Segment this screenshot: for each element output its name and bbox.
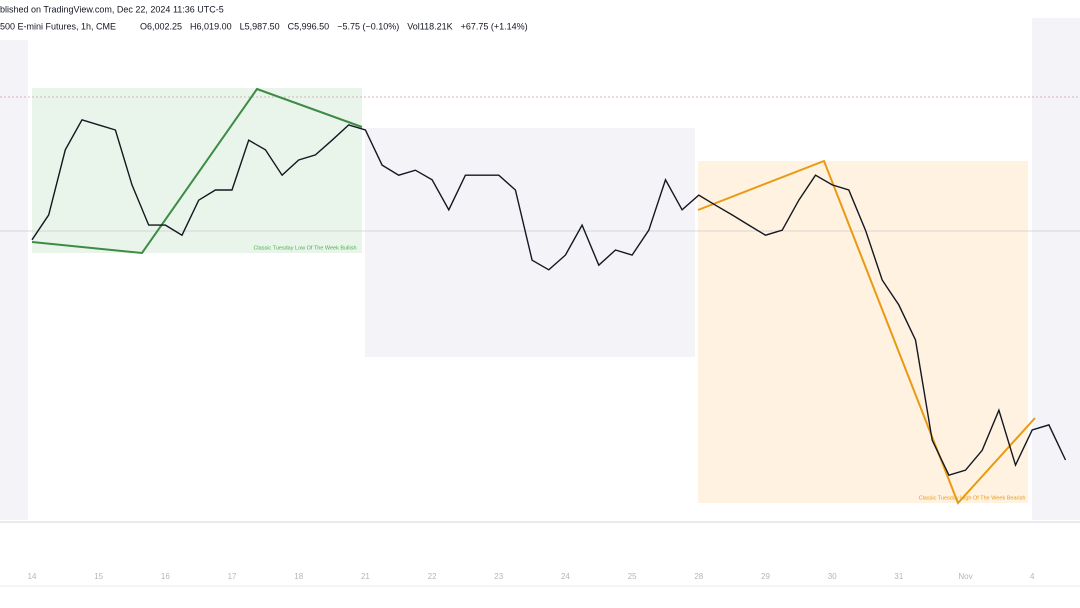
x-tick-label: 25 [628,572,637,581]
x-tick-label: Nov [958,572,972,581]
neutral-zone [365,128,695,357]
x-tick-label: 31 [894,572,903,581]
x-tick-label: 16 [161,572,170,581]
x-tick-label: 23 [494,572,503,581]
session-shade [1032,18,1080,520]
x-tick-label: 24 [561,572,570,581]
x-tick-label: 30 [828,572,837,581]
ohlc-item: Vol118.21K [407,21,452,31]
session-shade [0,40,28,520]
x-tick-label: 17 [228,572,237,581]
annotation: Classic Tuesday Low Of The Week Bullish [253,245,356,251]
symbol-text: 500 E-mini Futures, 1h, CME [0,21,116,31]
x-tick-label: 18 [294,572,303,581]
x-tick-label: 15 [94,572,103,581]
x-tick-label: 4 [1030,572,1035,581]
ohlc-item: H6,019.00 [190,21,232,31]
ohlc-item: +67.75 (+1.14%) [461,21,528,31]
bullish-pattern [31,87,363,255]
x-tick-label: 28 [694,572,703,581]
ohlc-item: O6,002.25 [140,21,182,31]
annotation: Classic Tuesday High Of The Week Bearish [919,495,1026,501]
x-tick-label: 22 [428,572,437,581]
bullish-zone [32,88,362,253]
bearish-zone [698,161,1028,503]
x-tick-label: 29 [761,572,770,581]
published-text: blished on TradingView.com, Dec 22, 2024… [0,4,224,14]
ohlc-item: −5.75 (−0.10%) [337,21,399,31]
bearish-pattern [697,159,1036,505]
ohlc-item: L5,987.50 [240,21,280,31]
ohlc-values: O6,002.25 H6,019.00 L5,987.50 C5,996.50 −5.7… [140,21,528,31]
x-tick-label: 14 [28,572,37,581]
ohlc-item: C5,996.50 [288,21,330,31]
x-tick-label: 21 [361,572,370,581]
price-line [31,118,1067,477]
